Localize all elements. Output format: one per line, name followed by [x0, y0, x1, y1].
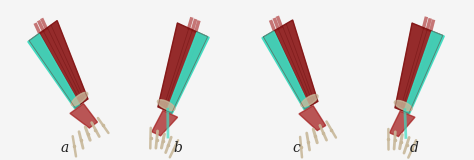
Polygon shape: [152, 111, 178, 136]
Polygon shape: [264, 20, 318, 109]
Polygon shape: [70, 104, 98, 128]
Text: b: b: [173, 140, 182, 155]
Text: a: a: [60, 140, 69, 155]
Polygon shape: [301, 95, 318, 107]
Polygon shape: [262, 31, 310, 109]
Polygon shape: [299, 106, 326, 131]
Text: d: d: [410, 140, 419, 155]
Polygon shape: [28, 34, 80, 108]
Polygon shape: [29, 21, 88, 108]
Polygon shape: [404, 31, 444, 114]
Polygon shape: [167, 32, 209, 113]
Polygon shape: [71, 92, 88, 106]
Polygon shape: [395, 23, 443, 113]
Polygon shape: [157, 100, 175, 111]
Polygon shape: [394, 100, 412, 111]
Polygon shape: [390, 111, 415, 136]
Text: c: c: [292, 140, 300, 155]
Polygon shape: [158, 23, 208, 113]
